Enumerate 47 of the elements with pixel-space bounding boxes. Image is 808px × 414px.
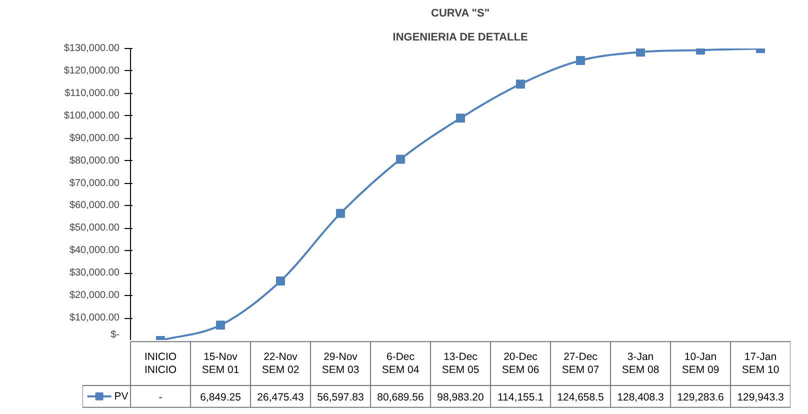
point: [216, 320, 225, 330]
x-tick-label: 6-Dec SEM 04: [382, 350, 420, 376]
data-label: 129,283.6: [677, 391, 724, 404]
chart-title: CURVA "S": [431, 8, 490, 20]
x-tick-label: 17-Jan SEM 10: [742, 350, 780, 376]
y-tick-label: $40,000.00: [69, 245, 120, 256]
y-tick-label: $80,000.00: [69, 155, 120, 166]
y-tick-label: $100,000.00: [64, 110, 120, 122]
x-tick-label: 15-Nov SEM 01: [202, 350, 240, 376]
x-tick-label: 3-Jan SEM 08: [622, 350, 660, 376]
data-label: 6,849.25: [200, 391, 242, 404]
legend-label: PV: [114, 390, 128, 402]
x-tick-label: INICIO INICIO: [144, 350, 177, 376]
x-tick-label: 29-Nov SEM 03: [322, 350, 360, 376]
x-tick-label: 20-Dec SEM 06: [502, 350, 540, 376]
point: [576, 56, 585, 65]
y-tick-label: $50,000.00: [69, 222, 120, 234]
y-tick-label: $90,000.00: [69, 132, 120, 144]
x-tick-label: 13-Dec SEM 05: [442, 350, 480, 376]
chart-subtitle: INGENIERIA DE DETALLE: [392, 32, 528, 44]
data-label: 128,408.3: [617, 391, 664, 404]
x-tick-label: 27-Dec SEM 07: [562, 350, 600, 376]
y-tick-label: $60,000.00: [69, 200, 120, 212]
y-tick-label: $-: [110, 330, 120, 340]
point: [636, 48, 645, 57]
data-label: 56,597.83: [317, 391, 364, 404]
y-tick-label: $10,000.00: [69, 312, 120, 324]
point: [276, 276, 285, 286]
data-label: 114,155.1: [498, 391, 544, 404]
y-tick-label: $70,000.00: [69, 178, 120, 189]
point: [396, 154, 405, 164]
data-label: 26,475.43: [257, 391, 304, 404]
y-tick-label: $120,000.00: [64, 65, 120, 76]
data-label: 98,983.20: [437, 391, 484, 404]
y-tick-label: $110,000.00: [64, 88, 120, 99]
data-label: 129,943.3: [737, 391, 784, 404]
y-tick-label: $20,000.00: [69, 290, 120, 302]
point: [336, 208, 345, 218]
point: [456, 114, 465, 123]
y-tick-label: $130,000.00: [64, 43, 120, 54]
point: [516, 80, 525, 89]
x-tick-label: 10-Jan SEM 09: [682, 350, 720, 376]
data-label: 80,689.56: [377, 391, 424, 404]
data-label: 124,658.5: [557, 391, 604, 404]
data-label: -: [158, 391, 163, 404]
x-tick-label: 22-Nov SEM 02: [262, 350, 300, 376]
y-tick-label: $30,000.00: [69, 268, 120, 279]
